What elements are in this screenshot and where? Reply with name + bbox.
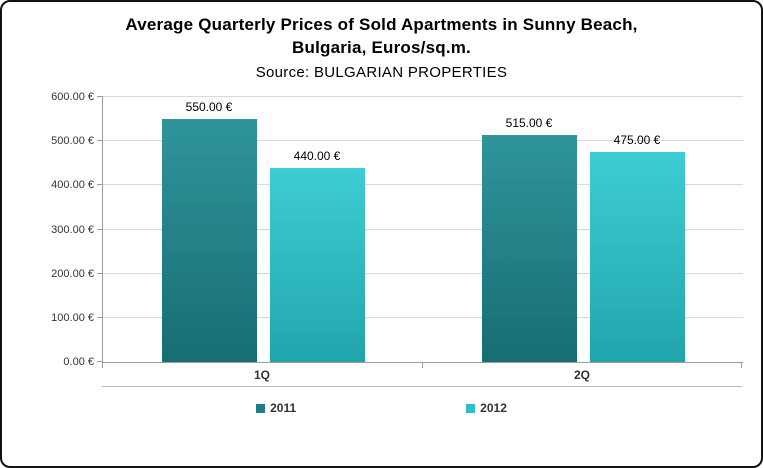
x-axis-tick [422,363,423,368]
bar-value-label: 515.00 € [505,115,553,130]
y-axis-tick [97,140,103,142]
x-axis-tick [741,363,742,368]
y-axis-tick [97,361,103,362]
y-axis-tick [97,184,103,186]
bar-group-2Q: 515.00 € 475.00 € [423,97,743,362]
legend: 2011 2012 [2,401,761,415]
y-axis-label: 100.00 € [51,311,94,324]
y-axis: 0.00 € 100.00 € 200.00 € 300.00 € 400.00 € 50… [2,91,94,368]
y-axis-label: 400.00 € [51,179,94,192]
bar-value-label: 550.00 € [185,100,233,115]
legend-item-2011: 2011 [256,401,296,415]
bar-value-label: 440.00 € [293,148,341,163]
chart-title-line2: Bulgaria, Euros/sq.m. [292,37,471,57]
gridline [103,272,743,274]
bar-group-1Q: 550.00 € 440.00 € [103,97,423,362]
gridline [103,140,743,142]
x-axis-tick [102,363,103,368]
y-axis-label: 300.00 € [51,223,94,236]
bar-2012-1Q: 440.00 € [269,149,365,362]
bar-2011-1Q: 550.00 € [161,100,257,362]
gridline [103,316,743,318]
x-axis: 1Q 2Q [102,363,742,387]
chart-title: Average Quarterly Prices of Sold Apartme… [2,14,761,60]
plot-area: 550.00 € 440.00 € 515.00 € 475.00 € [97,96,743,363]
y-axis-tick [97,96,103,97]
x-axis-label-2Q: 2Q [573,368,590,382]
gridline [103,228,743,230]
gridline [103,184,743,186]
gridline [103,96,743,97]
y-axis-label: 0.00 € [63,356,94,368]
legend-key-icon [466,403,476,413]
legend-key-icon [256,403,266,413]
y-axis-tick [97,272,103,274]
legend-item-2012: 2012 [466,401,507,415]
x-axis-label-1Q: 1Q [253,368,270,382]
y-axis-label: 500.00 € [51,135,94,148]
bar-2012-2Q: 475.00 € [589,133,685,362]
legend-label: 2012 [480,401,507,415]
y-axis-tick [97,228,103,230]
bar-value-label: 475.00 € [613,133,661,148]
chart-subtitle: Source: BULGARIAN PROPERTIES [255,64,508,81]
y-axis-label: 600.00 € [51,91,94,103]
bar-2011-2Q: 515.00 € [481,116,577,362]
y-axis-label: 200.00 € [51,267,94,280]
chart-title-line1: Average Quarterly Prices of Sold Apartme… [125,15,638,34]
legend-label: 2011 [270,401,297,415]
y-axis-tick [97,316,103,318]
